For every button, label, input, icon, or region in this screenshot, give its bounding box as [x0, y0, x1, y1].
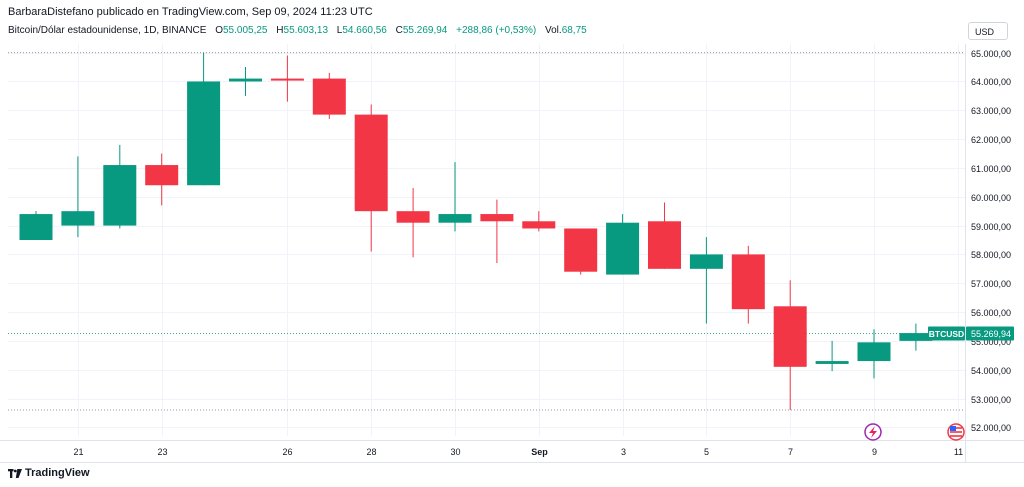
candle-body-down[interactable] — [731, 254, 765, 310]
close-label: C — [395, 25, 403, 36]
candle-body-up[interactable] — [61, 211, 95, 226]
candle-body-up[interactable] — [19, 214, 53, 240]
candle-body-up[interactable] — [815, 361, 849, 364]
candle-body-up[interactable] — [857, 342, 891, 362]
y-tick-label: 54.000,00 — [971, 366, 1011, 376]
y-tick-label: 65.000,00 — [971, 49, 1011, 59]
tradingview-brand[interactable]: TradingView — [8, 467, 90, 479]
candle-body-down[interactable] — [312, 78, 346, 115]
high-value: 55.603,13 — [283, 25, 329, 36]
y-tick-label: 63.000,00 — [971, 106, 1011, 116]
publisher-line: BarbaraDistefano publicado en TradingVie… — [8, 6, 373, 18]
candle-body-up[interactable] — [899, 333, 933, 341]
candle-body-down[interactable] — [480, 214, 514, 222]
y-tick-label: 61.000,00 — [971, 164, 1011, 174]
candle-body-down[interactable] — [648, 221, 681, 269]
x-tick-label: 7 — [788, 447, 793, 457]
y-tick-label: 60.000,00 — [971, 193, 1011, 203]
symbol-tag-label: BTCUSD — [929, 329, 964, 339]
tradingview-logo-icon — [8, 468, 22, 478]
candle-body-up[interactable] — [103, 165, 137, 226]
x-tick-label: 11 — [954, 447, 963, 457]
x-tick-label: 21 — [73, 447, 83, 457]
currency-button[interactable]: USD — [968, 22, 1008, 40]
last-price-badge — [966, 326, 1014, 341]
x-tick-label: 5 — [704, 447, 709, 457]
y-tick-label: 62.000,00 — [971, 135, 1011, 145]
candle-body-up[interactable] — [606, 222, 640, 275]
candle-body-up[interactable] — [229, 78, 262, 82]
candle-body-up[interactable] — [187, 81, 221, 186]
close-value: 55.269,94 — [402, 25, 448, 36]
y-tick-label: 53.000,00 — [971, 395, 1011, 405]
us-flag-event-icon[interactable] — [947, 423, 965, 441]
symbol-legend: Bitcoin/Dólar estadounidense, 1D, BINANC… — [8, 25, 587, 36]
y-tick-label: 56.000,00 — [971, 308, 1011, 318]
y-tick-label: 55.000,00 — [971, 337, 1011, 347]
volume-label: Vol. — [545, 25, 562, 36]
y-tick-label: 59.000,00 — [971, 222, 1011, 232]
candle-body-down[interactable] — [145, 165, 179, 186]
y-tick-label: 52.000,00 — [971, 423, 1011, 433]
candle-body-down[interactable] — [396, 211, 430, 223]
open-label: O — [215, 25, 223, 36]
candle-body-down[interactable] — [564, 228, 598, 272]
x-tick-label: 26 — [282, 447, 292, 457]
y-tick-label: 58.000,00 — [971, 250, 1011, 260]
x-tick-label: 30 — [450, 447, 460, 457]
tradingview-label: TradingView — [25, 467, 90, 480]
candle-body-down[interactable] — [773, 306, 807, 367]
x-tick-label: 23 — [157, 447, 167, 457]
symbol-tag-badge — [928, 326, 965, 341]
candle-body-down[interactable] — [354, 114, 388, 212]
y-tick-label: 64.000,00 — [971, 77, 1011, 87]
y-tick-label: 57.000,00 — [971, 279, 1011, 289]
candle-body-up[interactable] — [689, 254, 723, 269]
candle-body-down[interactable] — [522, 221, 556, 229]
candle-body-down[interactable] — [270, 78, 304, 81]
symbol-name[interactable]: Bitcoin/Dólar estadounidense, 1D, BINANC… — [8, 25, 207, 36]
x-tick-label: 9 — [872, 447, 877, 457]
low-label: L — [336, 25, 343, 36]
low-value: 54.660,56 — [342, 25, 387, 36]
open-value: 55.005,25 — [223, 25, 268, 36]
x-tick-label: 3 — [621, 447, 626, 457]
x-tick-label: 28 — [366, 447, 376, 457]
x-tick-label: Sep — [531, 447, 548, 457]
change-value: +288,86 (+0,53%) — [456, 25, 537, 36]
last-price-label: 55.269,94 — [971, 329, 1011, 339]
lightning-event-icon[interactable] — [864, 423, 882, 441]
high-label: H — [276, 25, 284, 36]
volume-value: 68,75 — [561, 25, 587, 36]
candle-body-up[interactable] — [438, 214, 472, 223]
